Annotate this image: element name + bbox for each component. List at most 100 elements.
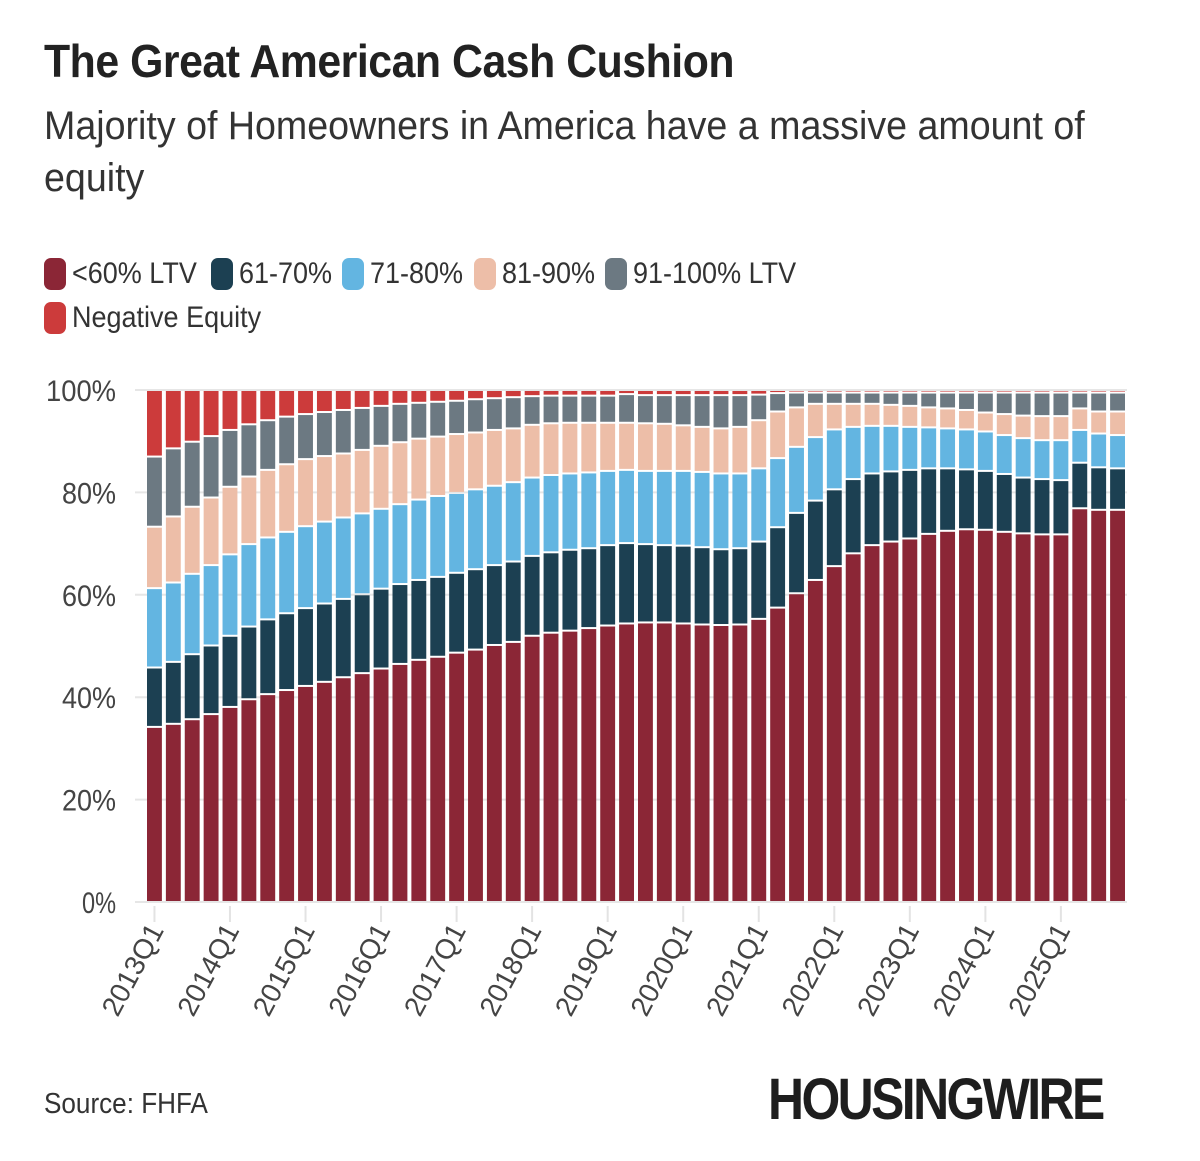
bar-segment <box>770 528 786 607</box>
bar-segment <box>883 472 899 541</box>
bar-segment <box>260 421 276 469</box>
bar-segment <box>222 555 238 635</box>
bar-segment <box>486 645 502 901</box>
bar-segment <box>656 396 672 423</box>
bar-segment <box>940 469 956 530</box>
bar-segment <box>1091 510 1107 901</box>
bar-segment <box>260 695 276 901</box>
bar-segment <box>1110 391 1125 392</box>
bar-segment <box>1091 434 1107 467</box>
bar-segment <box>335 391 351 409</box>
bar-segment <box>335 678 351 901</box>
bar-segment <box>1015 391 1031 392</box>
bar-segment <box>505 483 521 561</box>
bar-segment <box>675 624 691 901</box>
bar-segment <box>449 391 465 400</box>
bar-segment <box>864 426 880 473</box>
bar-segment <box>921 393 937 407</box>
bar-segment <box>147 391 162 456</box>
bar-segment <box>1072 409 1088 429</box>
bar-segment <box>959 430 974 469</box>
bar-segment <box>732 396 748 426</box>
bar-segment <box>411 439 427 499</box>
x-tick-label: 2019Q1 <box>549 918 623 1021</box>
legend-label: 71-80% <box>370 257 464 290</box>
bar-segment <box>1015 416 1031 438</box>
bar-segment <box>826 567 842 901</box>
bar-segment <box>468 400 483 432</box>
bar-segment <box>656 424 672 470</box>
bar-segment <box>298 415 313 459</box>
bar-segment <box>354 391 370 407</box>
bar-segment <box>1091 393 1107 411</box>
bar-segment <box>298 609 313 685</box>
bar-segment <box>959 470 974 529</box>
bar-segment <box>619 624 634 901</box>
bar-segment <box>619 470 634 543</box>
y-tick-label: 60% <box>62 580 116 613</box>
bar-segment <box>883 542 899 901</box>
bar-segment <box>600 396 616 422</box>
bar-segment <box>468 391 483 399</box>
bar-segment <box>1053 393 1069 416</box>
bar-segment <box>203 391 219 436</box>
bar-segment <box>751 619 767 901</box>
bar-segment <box>713 396 729 428</box>
bar-segment <box>505 429 521 482</box>
bar-segment <box>316 522 332 603</box>
legend: <60% LTV 61-70% 71-80% 81-90% 91-100% LTV Neg… <box>44 252 944 340</box>
legend-label: Negative Equity <box>72 301 262 334</box>
legend-swatch <box>473 258 496 290</box>
bar-segment <box>222 487 238 554</box>
bar-segment <box>902 393 918 405</box>
bar-segment <box>354 674 370 901</box>
bar-segment <box>977 471 993 529</box>
bar-segment <box>864 404 880 425</box>
bar-segment <box>940 393 956 408</box>
bar-segment <box>807 501 823 579</box>
bar-segment <box>789 594 804 901</box>
bar-segment <box>675 426 691 470</box>
bar-segment <box>147 527 162 588</box>
bar-segment <box>165 724 181 901</box>
bar-segment <box>562 396 578 422</box>
bar-segment <box>316 457 332 521</box>
bar-segment <box>732 391 748 395</box>
bar-segment <box>581 549 597 628</box>
bar-segment <box>524 636 540 901</box>
bar-segment <box>222 391 238 429</box>
bar-segment <box>354 595 370 673</box>
bar-segment <box>354 408 370 449</box>
bar-segment <box>1015 534 1031 901</box>
bar-segment <box>373 391 389 405</box>
bar-segment <box>656 391 672 395</box>
bar-segment <box>996 415 1012 435</box>
bar-segment <box>959 530 974 901</box>
bar-segment <box>770 391 786 393</box>
bar-segment <box>354 514 370 594</box>
legend-swatch <box>210 258 233 290</box>
bar-segment <box>411 660 427 901</box>
bar-segment <box>373 446 389 508</box>
bar-segment <box>1015 478 1031 533</box>
bar-segment <box>222 430 238 486</box>
bar-segment <box>335 410 351 453</box>
bar-segment <box>826 391 842 392</box>
bar-segment <box>562 423 578 473</box>
bar-segment <box>675 546 691 623</box>
x-tick-label: 2014Q1 <box>171 918 245 1021</box>
bar-segment <box>845 393 861 403</box>
bar-segment <box>316 391 332 412</box>
bar-segment <box>732 474 748 548</box>
bar-segment <box>543 633 559 901</box>
bar-segment <box>392 443 408 504</box>
bar-segment <box>864 546 880 901</box>
bar-segment <box>486 391 502 398</box>
legend-label: <60% LTV <box>72 257 197 290</box>
bar-segment <box>902 391 918 392</box>
bar-segment <box>902 539 918 901</box>
bar-segment <box>1053 441 1069 480</box>
bar-segment <box>1110 393 1125 411</box>
bar-segment <box>203 715 219 901</box>
bar-segment <box>524 478 540 555</box>
